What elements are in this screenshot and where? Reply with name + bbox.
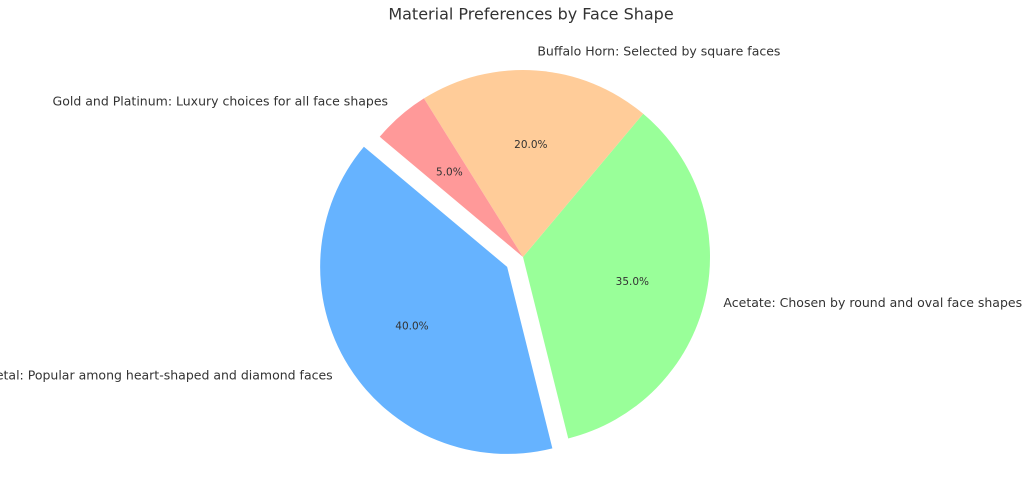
chart-title: Material Preferences by Face Shape bbox=[388, 5, 673, 24]
slice-label: Buffalo Horn: Selected by square faces bbox=[537, 43, 780, 58]
slice-label: Gold and Platinum: Luxury choices for al… bbox=[53, 93, 389, 108]
slice-label: Metal: Popular among heart-shaped and di… bbox=[0, 367, 333, 382]
percent-label: 35.0% bbox=[616, 276, 649, 288]
slice-label: Acetate: Chosen by round and oval face s… bbox=[723, 295, 1022, 310]
pie-slice bbox=[523, 113, 710, 439]
percent-label: 40.0% bbox=[395, 320, 428, 332]
percent-label: 5.0% bbox=[436, 166, 463, 178]
pie-slice bbox=[379, 98, 523, 257]
percent-label: 20.0% bbox=[514, 139, 547, 151]
pie-slice bbox=[320, 146, 553, 454]
pie-slice bbox=[423, 69, 644, 257]
